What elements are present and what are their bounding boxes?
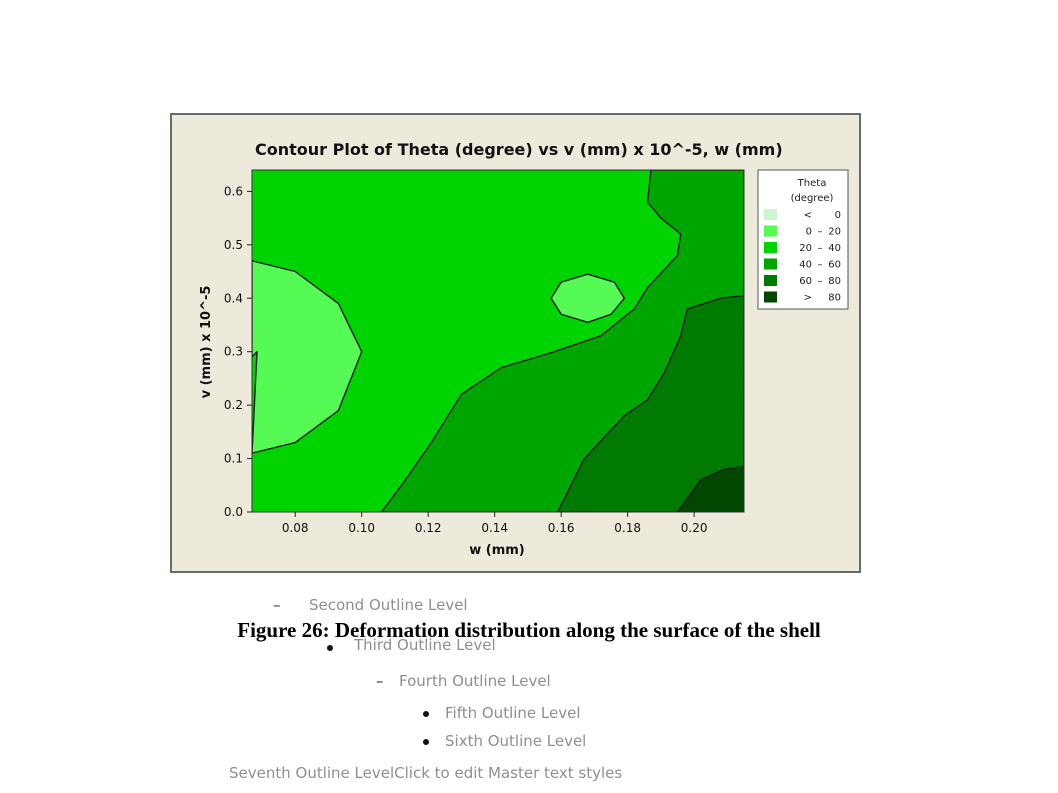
y-tick-label: 0.0 (224, 505, 243, 519)
contour-region-4 (557, 294, 744, 512)
legend-label-low: < (804, 210, 812, 221)
y-tick-label: 0.6 (224, 184, 243, 198)
outline-fifth-level: Fifth Outline Level (445, 704, 581, 722)
contour-region-1 (252, 260, 363, 454)
x-tick-label: 0.14 (481, 521, 508, 535)
legend-label-dash: – (818, 276, 823, 287)
x-tick-label: 0.20 (681, 521, 708, 535)
legend-label-high: 20 (828, 227, 841, 238)
contour-region-2 (550, 273, 625, 324)
y-axis-label: v (mm) x 10^-5 (199, 286, 214, 399)
y-tick-label: 0.5 (224, 238, 243, 252)
legend-swatch (764, 209, 777, 220)
contour-chart: Contour Plot of Theta (degree) vs v (mm)… (170, 113, 861, 573)
plot-regions (251, 169, 745, 513)
legend-title: Theta (797, 178, 827, 189)
outline-third-bullet (327, 645, 333, 651)
outline-fourth-dash: – (376, 672, 384, 690)
figure-caption: Figure 26: Deformation distribution alon… (237, 618, 821, 642)
legend-box (757, 169, 849, 310)
legend-label-high: 0 (835, 210, 841, 221)
legend-label-high: 40 (828, 243, 841, 254)
x-axis-label: w (mm) (469, 543, 525, 558)
legend-label-low: 60 (799, 276, 812, 287)
y-axis: 0.0 0.1 0.2 0.3 0.4 0.5 0.6 (224, 184, 252, 519)
outline-fifth-bullet (423, 711, 429, 717)
outline-seventh-level: Seventh Outline LevelClick to edit Maste… (229, 764, 623, 782)
x-tick-label: 0.08 (282, 521, 309, 535)
contour-region-5 (676, 465, 744, 512)
x-tick-label: 0.12 (415, 521, 442, 535)
legend-label-dash: – (818, 227, 823, 238)
legend-label-high: 60 (828, 260, 841, 271)
x-tick-label: 0.18 (614, 521, 641, 535)
legend-label-low: 20 (799, 243, 812, 254)
legend-label-high: 80 (828, 276, 841, 287)
outline-second-dash: – (273, 596, 281, 614)
legend-label-dash: – (818, 260, 823, 271)
x-tick-label: 0.10 (348, 521, 375, 535)
legend-label-low: > (804, 293, 812, 304)
y-tick-label: 0.4 (224, 291, 243, 305)
chart-title: Contour Plot of Theta (degree) vs v (mm)… (255, 140, 783, 159)
outline-sixth-bullet (423, 739, 429, 745)
legend-title: (degree) (791, 193, 834, 204)
x-tick-label: 0.16 (548, 521, 575, 535)
x-axis: 0.08 0.10 0.12 0.14 0.16 0.18 0.20 (282, 512, 708, 535)
legend-label-high: 80 (828, 293, 841, 304)
y-tick-label: 0.1 (224, 452, 243, 466)
legend-swatch (764, 225, 777, 237)
legend-label-dash: – (818, 243, 823, 254)
y-tick-label: 0.3 (224, 345, 243, 359)
outline-sixth-level: Sixth Outline Level (445, 732, 587, 750)
legend-swatch (764, 275, 777, 286)
outline-fourth-level: Fourth Outline Level (399, 672, 551, 690)
y-tick-label: 0.2 (224, 398, 243, 412)
legend-swatch (764, 258, 777, 270)
legend-swatch (764, 291, 777, 303)
chart-svg: Contour Plot of Theta (degree) vs v (mm)… (199, 140, 849, 558)
legend-label-low: 40 (799, 260, 812, 271)
legend-label-low: 0 (806, 227, 812, 238)
outline-third-level: Third Outline Level (354, 636, 496, 654)
plot-border (251, 169, 745, 513)
legend-swatch (764, 242, 777, 253)
outline-second-level: Second Outline Level (309, 596, 468, 614)
